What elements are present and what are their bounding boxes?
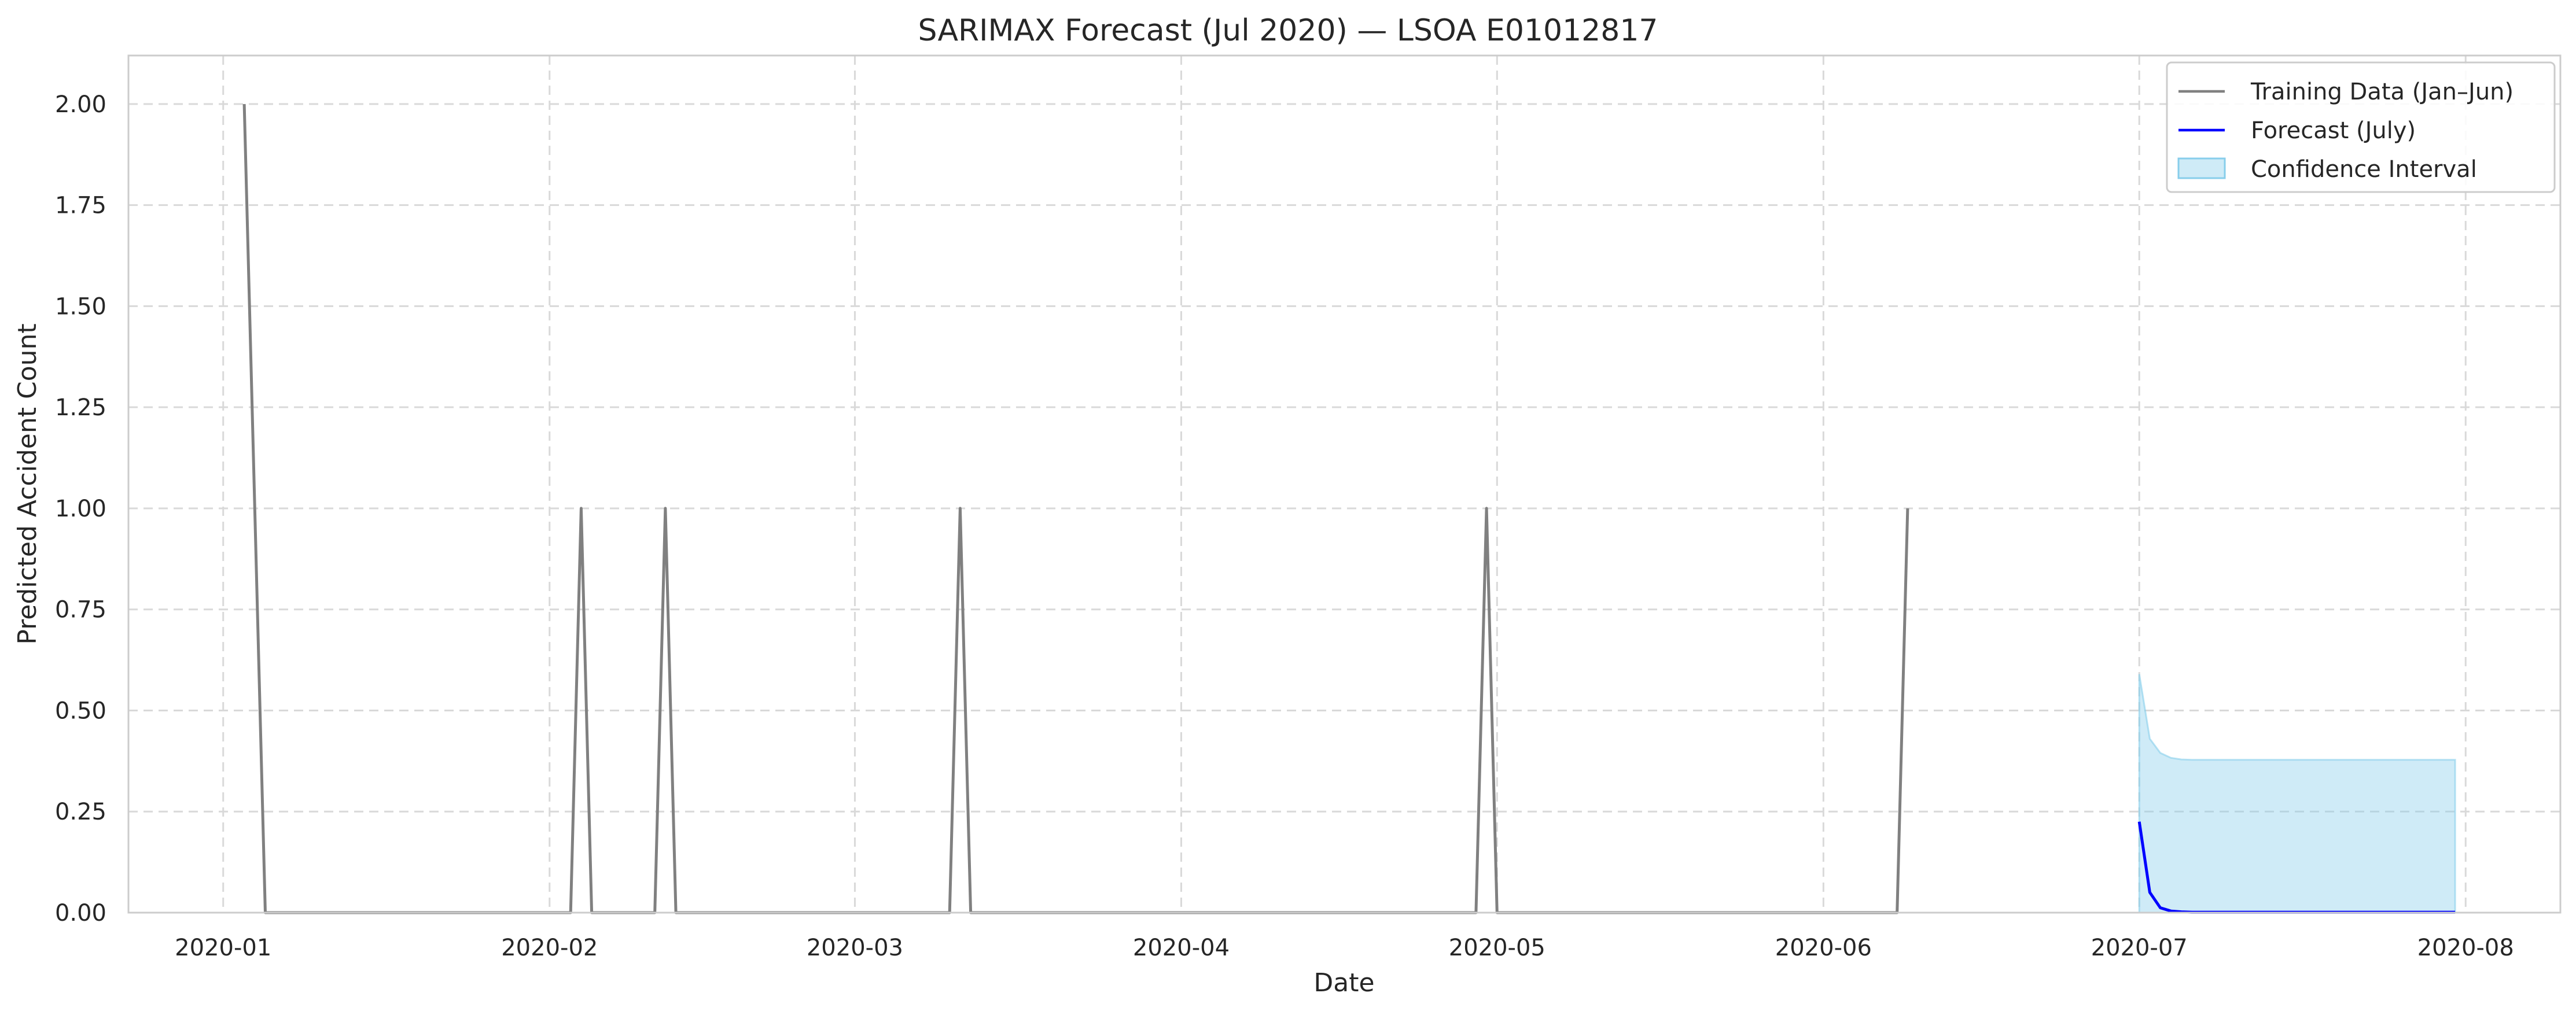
y-tick-label-0: 0.00 [55,900,106,927]
legend: Training Data (Jan–Jun) Forecast (July) … [2166,61,2556,193]
legend-label-training: Training Data (Jan–Jun) [2250,79,2514,105]
x-tick-labels: 2020-01 2020-02 2020-03 2020-04 2020-05 2020-… [175,935,2514,961]
x-axis-label: Date [1313,968,1374,998]
y-tick-label-5: 1.25 [55,394,106,421]
x-tick-label-5: 2020-06 [1775,935,1872,961]
y-axis-label: Predicted Accident Count [13,323,42,644]
legend-label-forecast: Forecast (July) [2251,117,2416,144]
plot-frame [127,54,2562,914]
legend-box [2166,61,2556,193]
chart-title: SARIMAX Forecast (Jul 2020) — LSOA E0101… [918,13,1658,48]
x-tick-label-1: 2020-02 [501,935,598,961]
grid-lines [128,56,2560,914]
y-tick-labels: 0.00 0.25 0.50 0.75 1.00 1.25 1.50 1.75 2.00 [55,91,106,927]
y-tick-label-6: 1.50 [55,293,106,320]
x-tick-label-0: 2020-01 [175,935,271,961]
y-tick-label-7: 1.75 [55,193,106,219]
x-tick-label-3: 2020-04 [1133,935,1230,961]
y-tick-label-1: 0.25 [55,799,106,825]
y-tick-label-2: 0.50 [55,697,106,724]
legend-label-confidence-interval: Confidence Interval [2251,156,2477,183]
x-tick-label-4: 2020-05 [1449,935,1545,961]
y-tick-label-8: 2.00 [55,91,106,118]
x-tick-label-6: 2020-07 [2091,935,2188,961]
x-tick-label-7: 2020-08 [2417,935,2514,961]
y-tick-label-4: 1.00 [55,496,106,522]
legend-swatch-confidence-interval [2177,157,2226,179]
y-tick-label-3: 0.75 [55,597,106,623]
x-tick-label-2: 2020-03 [807,935,903,961]
